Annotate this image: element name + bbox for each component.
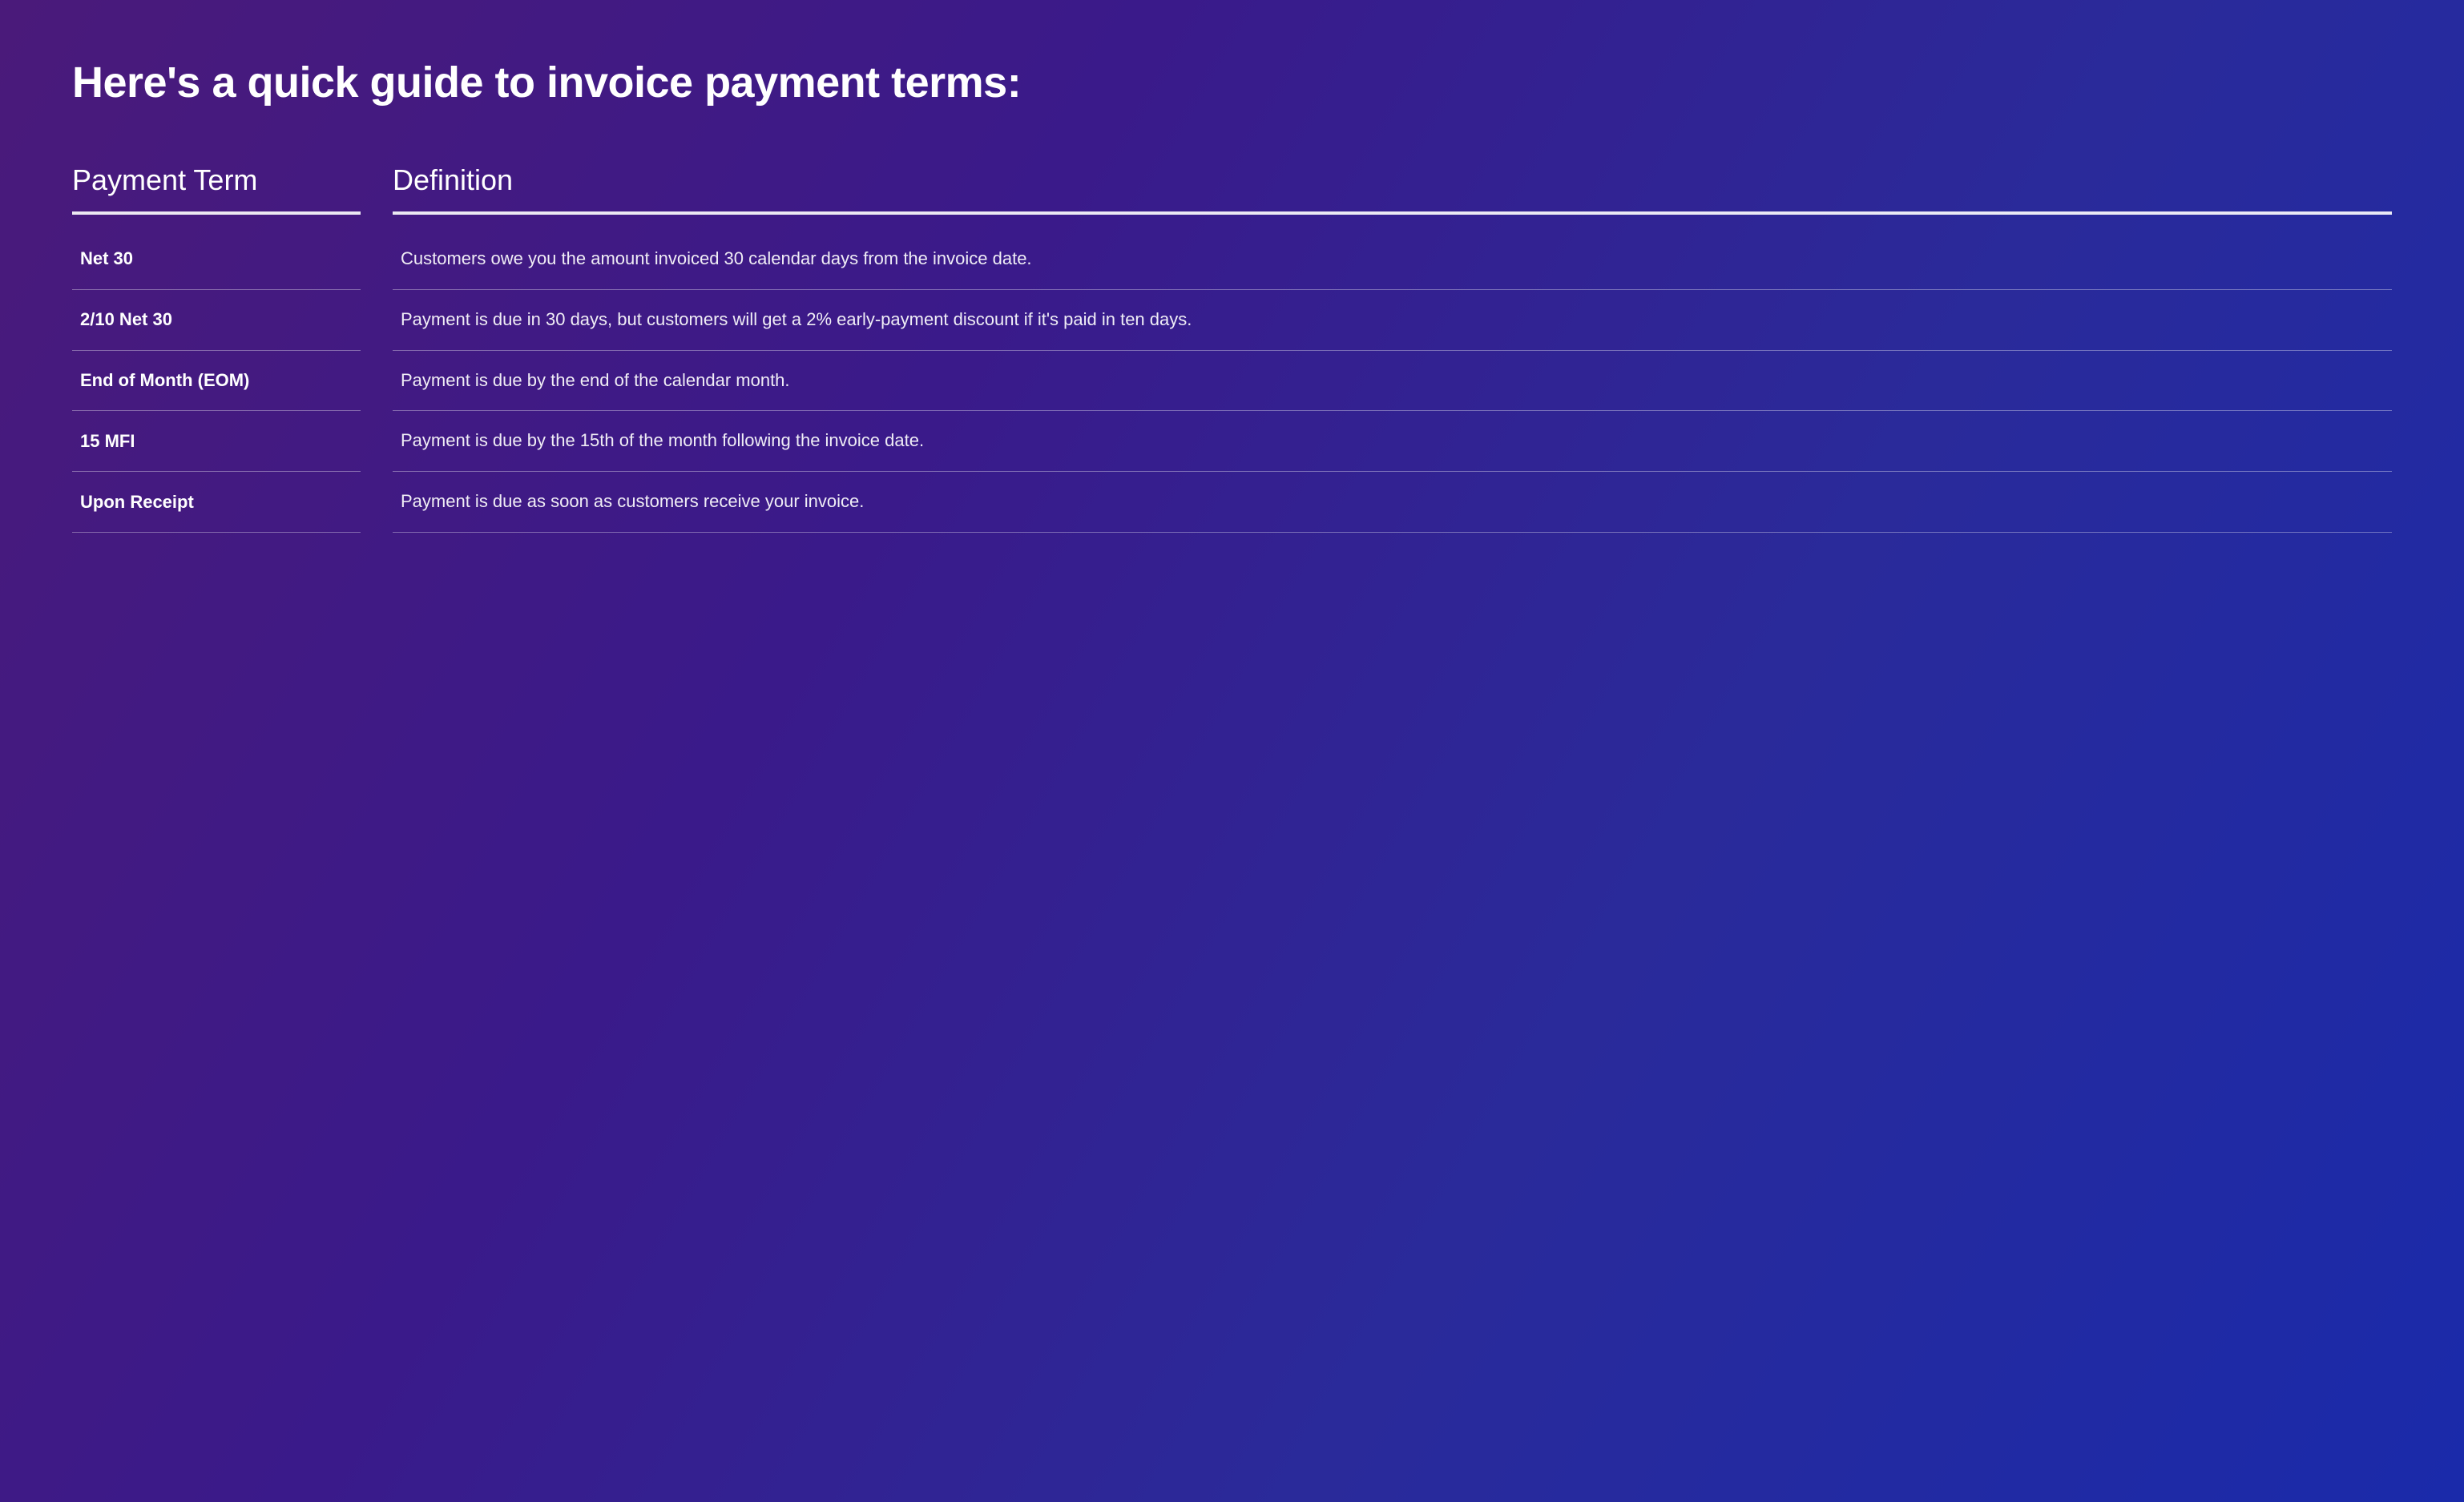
table-row-definition: Payment is due as soon as customers rece…	[393, 472, 2392, 533]
table-row-definition: Payment is due by the end of the calenda…	[393, 351, 2392, 412]
table-row-term: Net 30	[72, 229, 361, 290]
table-row-term: Upon Receipt	[72, 472, 361, 533]
page-title: Here's a quick guide to invoice payment …	[72, 58, 2392, 107]
table-row-term: 2/10 Net 30	[72, 290, 361, 351]
table-row-definition: Payment is due in 30 days, but customers…	[393, 290, 2392, 351]
payment-terms-table: Payment Term Definition Net 30 Customers…	[72, 163, 2392, 533]
table-row-term: End of Month (EOM)	[72, 351, 361, 412]
column-header-term: Payment Term	[72, 163, 361, 215]
table-row-term: 15 MFI	[72, 411, 361, 472]
table-row-definition: Customers owe you the amount invoiced 30…	[393, 229, 2392, 290]
column-header-definition: Definition	[393, 163, 2392, 215]
table-row-definition: Payment is due by the 15th of the month …	[393, 411, 2392, 472]
